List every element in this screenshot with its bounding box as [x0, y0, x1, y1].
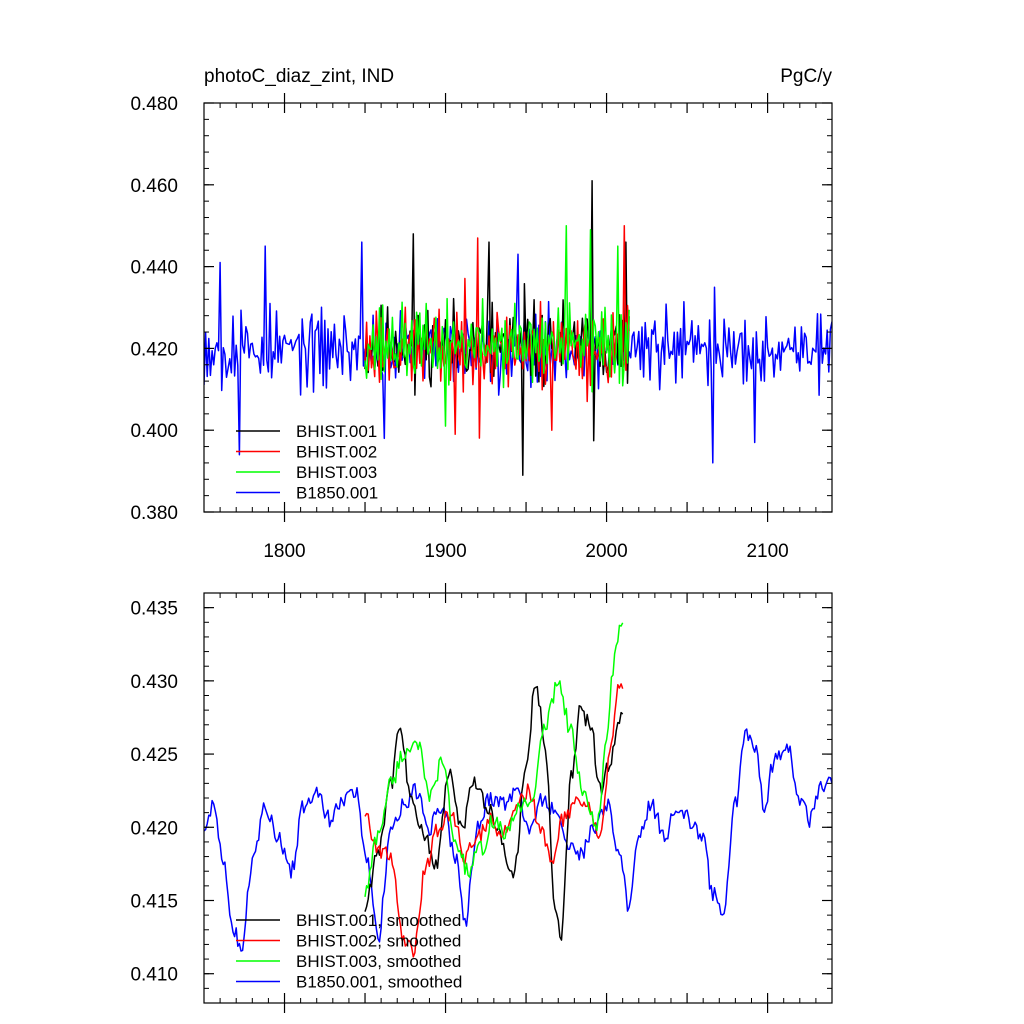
y-tick-label: 0.380 [130, 503, 178, 524]
x-tick-label: 1800 [263, 541, 305, 562]
y-tick-label: 0.480 [130, 94, 178, 115]
y-tick-label: 0.425 [130, 745, 178, 766]
series-line-bhist-001-smoothed [364, 685, 624, 941]
y-tick-label: 0.435 [130, 599, 178, 620]
top-panel: photoC_diaz_zint, IND PgC/y 0.3800.4000.… [130, 66, 833, 562]
legend-label: BHIST.002, smoothed [296, 932, 461, 951]
y-tick-label: 0.420 [130, 818, 178, 839]
y-tick-label: 0.415 [130, 892, 178, 913]
top-plot-frame [203, 102, 833, 513]
series-line-bhist-003 [364, 224, 630, 427]
x-tick-label: 1900 [424, 541, 466, 562]
y-tick-label: 0.420 [130, 339, 178, 360]
legend-label: BHIST.002 [296, 443, 377, 462]
bottom-axis-ticks: 0.410 0.415 0.420 0.425 0.430 0.435 [130, 583, 833, 1013]
top-series-lines [204, 179, 832, 476]
y-tick-label: 0.440 [130, 258, 178, 279]
legend-label: BHIST.003, smoothed [296, 952, 461, 971]
top-title-right: PgC/y [780, 66, 832, 87]
series-line-bhist-003-smoothed [364, 622, 624, 898]
y-tick-label: 0.400 [130, 421, 178, 442]
legend-label: BHIST.003 [296, 463, 377, 482]
y-tick-label: 0.460 [130, 176, 178, 197]
x-tick-label: 2100 [746, 541, 788, 562]
legend-label: B1850.001, smoothed [296, 973, 462, 992]
bottom-series-lines [204, 622, 832, 958]
series-line-b1850-001 [204, 241, 832, 464]
y-tick-label: 0.430 [130, 672, 178, 693]
legend-label: BHIST.001 [296, 422, 377, 441]
bottom-panel: 0.410 0.415 0.420 0.425 0.430 0.435 BHIST.001… [130, 583, 833, 1013]
series-line-b1850-001-smoothed [204, 728, 832, 952]
bottom-legend: BHIST.001, smoothed BHIST.002, smoothedBH… [236, 911, 462, 992]
top-title-left: photoC_diaz_zint, IND [204, 66, 394, 87]
legend-label: BHIST.001, smoothed [296, 911, 461, 930]
series-line-bhist-002-smoothed [364, 683, 624, 958]
y-tick-label: 0.410 [130, 965, 178, 986]
top-axis-ticks: 0.380 0.400 0.420 0.440 0.460 0.480 1800 1900 20… [130, 93, 833, 562]
legend-label: B1850.001 [296, 484, 378, 503]
x-tick-label: 2000 [585, 541, 627, 562]
